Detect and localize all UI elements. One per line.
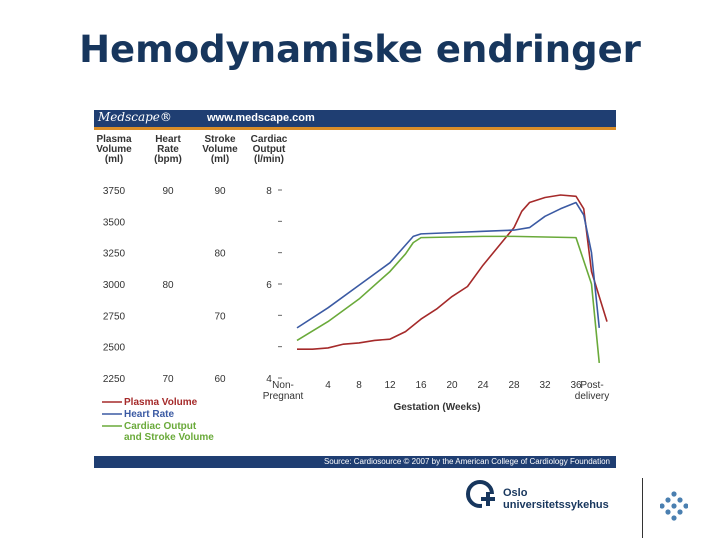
x-tick-label: 16 [415,380,427,391]
header-stripe [94,127,616,130]
dot-cross-icon [660,491,688,521]
series-line-1 [296,201,601,329]
plasma-tick-label: 3500 [103,217,126,228]
legend-label: Plasma Volume [124,397,198,408]
hospital-name: Oslo universitetssykehus [503,487,609,511]
series-line-2 [296,235,601,364]
cardiac-output-tick-label: 6 [266,280,272,291]
medscape-url: www.medscape.com [207,112,315,124]
slide-title: Hemodynamiske endringer [79,28,641,71]
x-tick-label: 12 [384,380,396,391]
chart-figure: Medscape® www.medscape.com Plasma Volume(… [94,110,616,468]
x-tick-label: Post-delivery [575,380,609,402]
chart-header: Medscape® www.medscape.com [94,110,616,127]
plasma-tick-label: 3000 [103,280,126,291]
series-line-0 [297,194,608,350]
plasma-tick-label: 2750 [103,311,126,322]
stroke-volume-tick-label: 80 [214,249,226,260]
axis-header-2: Stroke Volume (ml) [202,134,238,165]
stroke-volume-tick-label: 70 [214,311,226,322]
x-tick-label: Non-Pregnant [263,380,304,402]
hospital-name-line2: universitetssykehus [503,499,609,511]
axis-header-0: Plasma Volume (ml) [96,134,132,165]
chart-source: Source: Cardiosource © 2007 by the Ameri… [94,456,616,468]
stroke-volume-tick-label: 90 [214,186,226,197]
line-chart: Plasma Volume (ml) Heart Rate (bpm) Stroke Volu… [96,134,609,443]
hospital-logo-icon [466,480,496,508]
hospital-name-line1: Oslo [503,487,528,499]
x-tick-label: 20 [446,380,458,391]
stroke-volume-tick-label: 60 [214,374,226,385]
x-tick-label: 28 [508,380,520,391]
axis-header-3: Cardiac Output (l/min) [251,134,288,165]
x-tick-label: 4 [325,380,331,391]
heart-rate-tick-label: 70 [162,374,174,385]
plasma-tick-label: 2250 [103,374,126,385]
x-tick-label: 8 [356,380,362,391]
x-tick-label: 36 [570,380,582,391]
plasma-tick-label: 3250 [103,249,126,260]
medscape-logo: Medscape® [98,110,172,124]
legend-label: Cardiac Output and Stroke Volume [124,421,214,443]
x-tick-label: 32 [539,380,551,391]
axis-header-1: Heart Rate (bpm) [154,134,182,165]
heart-rate-tick-label: 90 [162,186,174,197]
x-axis-label: Gestation (Weeks) [393,402,480,413]
logo-divider [642,478,643,538]
legend-label: Heart Rate [124,409,174,420]
heart-rate-tick-label: 80 [162,280,174,291]
plasma-tick-label: 3750 [103,186,126,197]
x-tick-label: 24 [477,380,489,391]
cardiac-output-tick-label: 4 [266,374,272,385]
plasma-tick-label: 2500 [103,343,126,354]
cardiac-output-tick-label: 8 [266,186,272,197]
